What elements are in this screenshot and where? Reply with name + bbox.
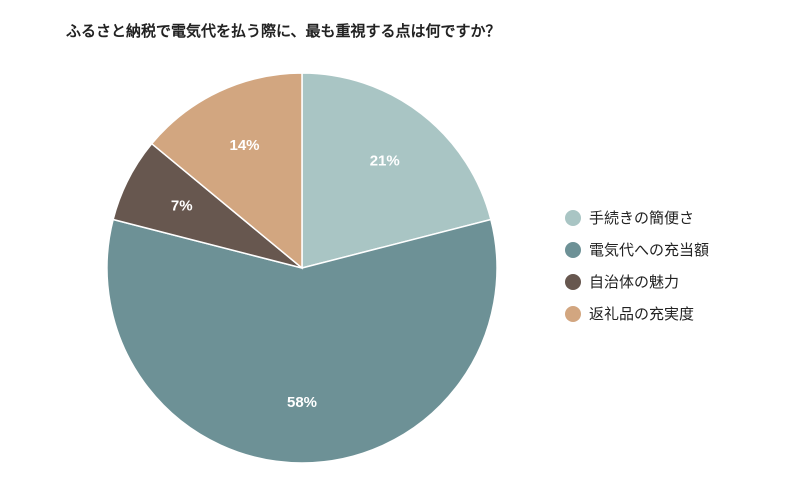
legend-item[interactable]: 返礼品の充実度 <box>565 303 709 324</box>
chart-title: ふるさと納税で電気代を払う際に、最も重視する点は何ですか？ <box>66 22 501 40</box>
slice-data-label: 14% <box>230 137 260 154</box>
legend-label: 自治体の魅力 <box>589 273 680 291</box>
legend-item[interactable]: 手続きの簡便さ <box>565 207 709 228</box>
legend-label: 電気代への充当額 <box>589 241 710 259</box>
legend-swatch <box>565 241 581 258</box>
slice-data-label: 58% <box>287 394 317 411</box>
legend-swatch <box>565 209 581 226</box>
legend-label: 手続きの簡便さ <box>589 209 695 227</box>
legend-label: 返礼品の充実度 <box>589 305 695 323</box>
legend-item[interactable]: 自治体の魅力 <box>565 271 709 292</box>
pie-slice[interactable] <box>301 72 492 269</box>
pie-slice[interactable] <box>106 218 498 464</box>
legend-swatch <box>565 305 581 322</box>
legend: 手続きの簡便さ 電気代への充当額 自治体の魅力 返礼品の充実度 <box>565 207 709 324</box>
slice-data-label: 21% <box>370 152 400 169</box>
pie-slice[interactable] <box>150 72 303 270</box>
legend-item[interactable]: 電気代への充当額 <box>565 239 709 260</box>
legend-swatch <box>565 273 581 290</box>
slice-data-label: 7% <box>171 198 193 215</box>
